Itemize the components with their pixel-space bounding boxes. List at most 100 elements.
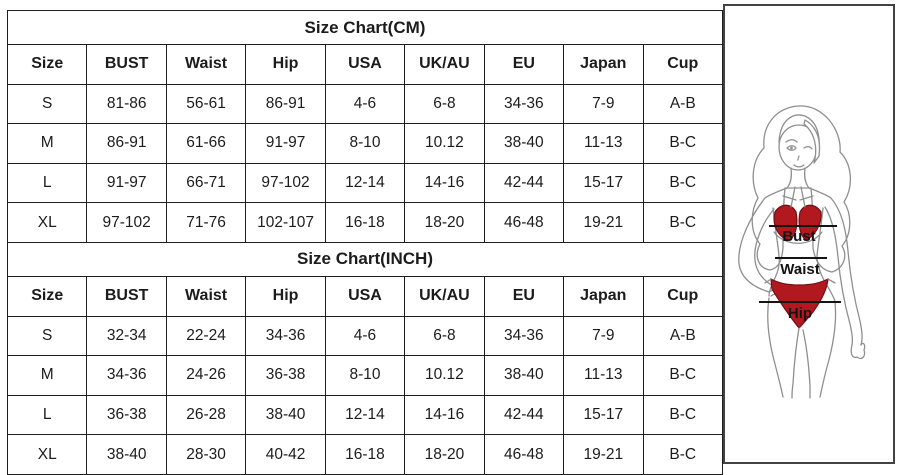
value-cell: 18-20: [404, 202, 485, 243]
value-cell: 36-38: [86, 394, 167, 436]
value-cell: B-C: [642, 202, 723, 243]
bikini-bottom-string-left: [764, 278, 772, 284]
table-header-row: Size BUST Waist Hip USA UK/AU EU Japan Cup: [6, 275, 723, 317]
value-cell: 16-18: [324, 202, 406, 243]
value-cell: 26-28: [165, 394, 247, 436]
woman-measurement-figure: Bust Waist Hip: [738, 105, 866, 399]
value-cell: 38-40: [483, 123, 565, 164]
value-cell: 14-16: [404, 394, 485, 436]
value-cell: 15-17: [563, 394, 644, 436]
value-cell: 6-8: [404, 315, 485, 357]
measurement-figure-panel: Bust Waist Hip: [723, 4, 895, 464]
size-chart-table-body: Size Chart(CM) Size BUST Waist Hip USA UK/AU EU…: [6, 10, 723, 475]
value-cell: 10.12: [404, 123, 485, 164]
value-cell: 38-40: [86, 434, 167, 475]
right-arm-outer: [830, 197, 863, 346]
value-cell: 10.12: [404, 355, 485, 396]
size-cell: XL: [6, 202, 88, 243]
size-chart-table: Size Chart(CM) Size BUST Waist Hip USA UK/AU EU…: [6, 10, 723, 475]
value-cell: 40-42: [245, 434, 326, 475]
left-eye: [786, 145, 797, 151]
column-header-usa: USA: [324, 44, 406, 85]
value-cell: 6-8: [404, 83, 485, 125]
column-header-uk-au: UK/AU: [404, 275, 485, 317]
size-cell: S: [6, 83, 88, 125]
left-leg-inner: [791, 327, 800, 399]
value-cell: 81-86: [86, 83, 167, 125]
table-header-row: Size BUST Waist Hip USA UK/AU EU Japan Cup: [6, 44, 723, 85]
right-arm-inner: [824, 206, 854, 346]
column-header-uk-au: UK/AU: [404, 44, 485, 85]
table-row: XL 97-102 71-76 102-107 16-18 18-20 46-48 19-21…: [6, 202, 723, 243]
table-row: L 36-38 26-28 38-40 12-14 14-16 42-44 15-17 B-C: [6, 394, 723, 436]
hair-side-lock: [803, 119, 821, 164]
table-title-row: Size Chart(INCH): [7, 241, 723, 277]
column-header-cup: Cup: [642, 275, 723, 317]
value-cell: 8-10: [324, 355, 406, 396]
column-header-usa: USA: [324, 275, 406, 317]
value-cell: 46-48: [483, 202, 565, 243]
table-row: S 32-34 22-24 34-36 4-6 6-8 34-36 7-9 A-B: [6, 315, 723, 357]
size-cell: M: [6, 123, 88, 164]
collarbone-right: [799, 195, 814, 201]
value-cell: 36-38: [245, 355, 326, 396]
value-cell: 71-76: [165, 202, 247, 243]
value-cell: 97-102: [245, 162, 326, 204]
bikini-strap-left: [790, 186, 796, 208]
value-cell: 97-102: [86, 202, 167, 243]
waist-label: Waist: [780, 261, 819, 278]
table-row: L 91-97 66-71 97-102 12-14 14-16 42-44 15-17 B-C: [6, 162, 723, 204]
value-cell: 61-66: [165, 123, 247, 164]
bikini-strap-right: [800, 186, 806, 208]
column-header-size: Size: [6, 275, 88, 317]
neck-right: [803, 167, 832, 199]
value-cell: 11-13: [563, 355, 644, 396]
value-cell: 15-17: [563, 162, 644, 204]
value-cell: B-C: [642, 394, 723, 436]
value-cell: 19-21: [563, 202, 644, 243]
column-header-waist: Waist: [165, 44, 247, 85]
value-cell: 28-30: [165, 434, 247, 475]
value-cell: 4-6: [324, 315, 406, 357]
bikini-bottom-string-right: [827, 278, 836, 284]
right-leg-inner: [802, 329, 811, 399]
value-cell: 42-44: [483, 162, 565, 204]
left-arm-inner: [754, 208, 775, 287]
size-cell: L: [6, 162, 88, 204]
left-arm-outer: [738, 197, 770, 293]
value-cell: 86-91: [86, 123, 167, 164]
table-row: M 34-36 24-26 36-38 8-10 10.12 38-40 11-13 B-C: [6, 355, 723, 396]
nose: [797, 155, 800, 161]
value-cell: 7-9: [563, 83, 644, 125]
value-cell: 91-97: [245, 123, 326, 164]
column-header-japan: Japan: [563, 44, 644, 85]
value-cell: 66-71: [165, 162, 247, 204]
value-cell: B-C: [642, 434, 723, 475]
hip-label: Hip: [788, 305, 812, 322]
table-title-row: Size Chart(CM): [7, 10, 723, 45]
mouth: [793, 164, 805, 168]
value-cell: 8-10: [324, 123, 406, 164]
value-cell: B-C: [642, 162, 723, 204]
column-header-hip: Hip: [245, 275, 326, 317]
value-cell: 86-91: [245, 83, 326, 125]
size-cell: S: [6, 315, 88, 357]
right-leg-outer: [819, 301, 837, 398]
left-leg-outer: [767, 297, 784, 398]
left-eyebrow: [785, 139, 798, 143]
size-cell: L: [6, 394, 88, 436]
bikini-bottom: [770, 277, 829, 329]
neck-left: [764, 167, 793, 199]
value-cell: 38-40: [245, 394, 326, 436]
value-cell: 24-26: [165, 355, 247, 396]
value-cell: 102-107: [245, 202, 326, 243]
table-title: Size Chart(INCH): [7, 241, 723, 277]
value-cell: 32-34: [86, 315, 167, 357]
value-cell: 22-24: [165, 315, 247, 357]
value-cell: 34-36: [245, 315, 326, 357]
value-cell: 14-16: [404, 162, 485, 204]
size-cell: M: [6, 355, 88, 396]
value-cell: 12-14: [324, 394, 406, 436]
value-cell: 91-97: [86, 162, 167, 204]
table-row: XL 38-40 28-30 40-42 16-18 18-20 46-48 19-21 B-C: [6, 434, 723, 475]
